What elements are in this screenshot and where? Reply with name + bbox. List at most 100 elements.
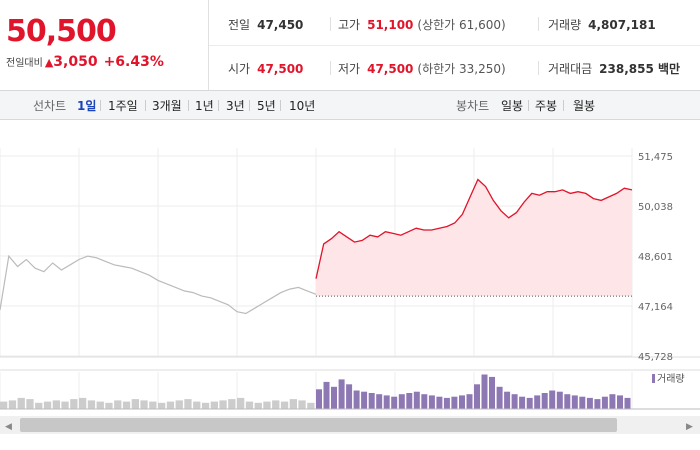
change-label: 전일대비 xyxy=(6,58,43,69)
volume-bar xyxy=(338,379,345,409)
volume-bar xyxy=(307,402,315,409)
volume-bar xyxy=(17,397,25,409)
volume-bar xyxy=(70,399,78,409)
volume-bar xyxy=(245,401,254,409)
tab-daily[interactable]: 일봉 xyxy=(501,99,524,113)
volume-bar xyxy=(383,395,390,409)
volume-bar xyxy=(466,394,473,409)
volume-bar xyxy=(406,393,413,409)
volume-bar xyxy=(353,390,360,409)
today-price-line xyxy=(315,178,633,279)
volume-bar xyxy=(0,401,8,409)
quote-header: 50,500 전일대비 ▲3,050 +6.43% 전일 47,450 고가 51,10… xyxy=(0,0,700,91)
tab-1d[interactable]: 1일 xyxy=(77,99,97,113)
volume-bar xyxy=(193,401,201,409)
change-value: 3,050 xyxy=(53,54,98,70)
y-tick-label: 45,728 xyxy=(638,352,673,363)
y-tick-label: 47,164 xyxy=(638,302,673,313)
volume-bar xyxy=(594,399,601,409)
tab-5y[interactable]: 5년 xyxy=(257,99,276,113)
volume-bar xyxy=(361,391,368,409)
tab-1y[interactable]: 1년 xyxy=(195,99,214,113)
tab-monthly[interactable]: 월봉 xyxy=(573,99,596,113)
volume-bar xyxy=(158,402,166,409)
volume-bar xyxy=(474,384,480,409)
volume-bar xyxy=(114,400,122,409)
tab-weekly[interactable]: 주봉 xyxy=(535,99,558,113)
price-change: 전일대비 ▲3,050 +6.43% xyxy=(6,54,164,70)
scroll-left-arrow-icon[interactable]: ◀ xyxy=(5,422,12,432)
tab-10y[interactable]: 10년 xyxy=(289,99,316,113)
volume-bar xyxy=(398,394,405,409)
volume-bar xyxy=(323,381,330,409)
volume-bar xyxy=(61,401,69,409)
volume-bar xyxy=(149,401,157,409)
volume-bar xyxy=(496,386,503,409)
stat-low: 저가 47,500 (하한가 33,250) xyxy=(338,62,506,76)
volume-bar xyxy=(504,391,511,409)
volume-bar xyxy=(489,376,495,409)
stat-open: 시가 47,500 xyxy=(228,62,304,76)
volume-bar xyxy=(579,396,586,409)
line-chart-label: 선차트 xyxy=(33,99,67,113)
chart-scrollbar[interactable]: ◀ ▶ xyxy=(0,413,700,437)
volume-bar xyxy=(201,402,210,409)
today-fill-area xyxy=(316,179,632,297)
volume-bar xyxy=(609,394,616,409)
y-tick-label: 50,038 xyxy=(638,202,673,213)
volume-bar xyxy=(131,399,139,409)
volume-bar xyxy=(43,401,52,409)
candle-chart-label: 봉차트 xyxy=(456,99,490,113)
volume-bar xyxy=(263,401,271,409)
volume-bar xyxy=(526,397,533,409)
volume-bar xyxy=(298,400,306,409)
up-triangle-icon: ▲ xyxy=(44,56,54,69)
volume-bar xyxy=(237,397,245,409)
volume-bar xyxy=(443,397,450,409)
volume-chart xyxy=(0,369,700,410)
tab-3y[interactable]: 3년 xyxy=(226,99,245,113)
current-price: 50,500 xyxy=(6,14,117,49)
tab-3m[interactable]: 3개월 xyxy=(152,99,182,113)
volume-bar xyxy=(368,393,375,409)
scroll-right-arrow-icon[interactable]: ▶ xyxy=(686,422,693,432)
scroll-thumb[interactable] xyxy=(20,418,617,432)
volume-bar xyxy=(96,401,104,409)
y-tick-label: 48,601 xyxy=(638,252,673,263)
volume-bar xyxy=(511,394,518,409)
volume-bar xyxy=(346,384,353,409)
price-box: 50,500 전일대비 ▲3,050 +6.43% xyxy=(0,0,209,90)
stat-high: 고가 51,100 (상한가 61,600) xyxy=(338,18,506,32)
volume-bar xyxy=(571,395,578,409)
volume-bar xyxy=(289,399,297,409)
volume-bar xyxy=(8,400,17,409)
volume-bar xyxy=(617,395,623,409)
volume-bar xyxy=(391,396,398,409)
volume-bar xyxy=(210,401,218,409)
volume-bar xyxy=(586,397,593,409)
volume-bar xyxy=(376,394,383,409)
volume-bar xyxy=(413,391,420,409)
volume-bar xyxy=(624,397,631,409)
volume-bar xyxy=(280,401,289,409)
volume-bar xyxy=(316,389,322,409)
volume-bar xyxy=(122,401,131,409)
prev-day-line xyxy=(0,254,317,315)
tab-1w[interactable]: 1주일 xyxy=(108,99,138,113)
volume-bar xyxy=(428,395,435,409)
volume-bar xyxy=(556,391,563,409)
volume-bar xyxy=(228,399,236,409)
volume-bar xyxy=(272,400,280,409)
volume-bar xyxy=(451,396,458,409)
chart-period-tabs: 선차트 1일 1주일 3개월 1년 3년 5년 10년 봉차트 일봉 주봉 월봉 xyxy=(0,91,700,120)
volume-bar xyxy=(459,395,465,409)
volume-legend-label: 거래량 xyxy=(657,373,685,385)
volume-bar xyxy=(166,401,175,409)
volume-bar xyxy=(541,393,548,409)
stat-prev-close: 전일 47,450 xyxy=(228,18,304,32)
volume-bar xyxy=(184,399,192,409)
volume-bar xyxy=(87,400,96,409)
volume-bar xyxy=(549,390,556,409)
stat-volume: 거래량 4,807,181 xyxy=(548,18,656,32)
volume-bar xyxy=(564,394,571,409)
